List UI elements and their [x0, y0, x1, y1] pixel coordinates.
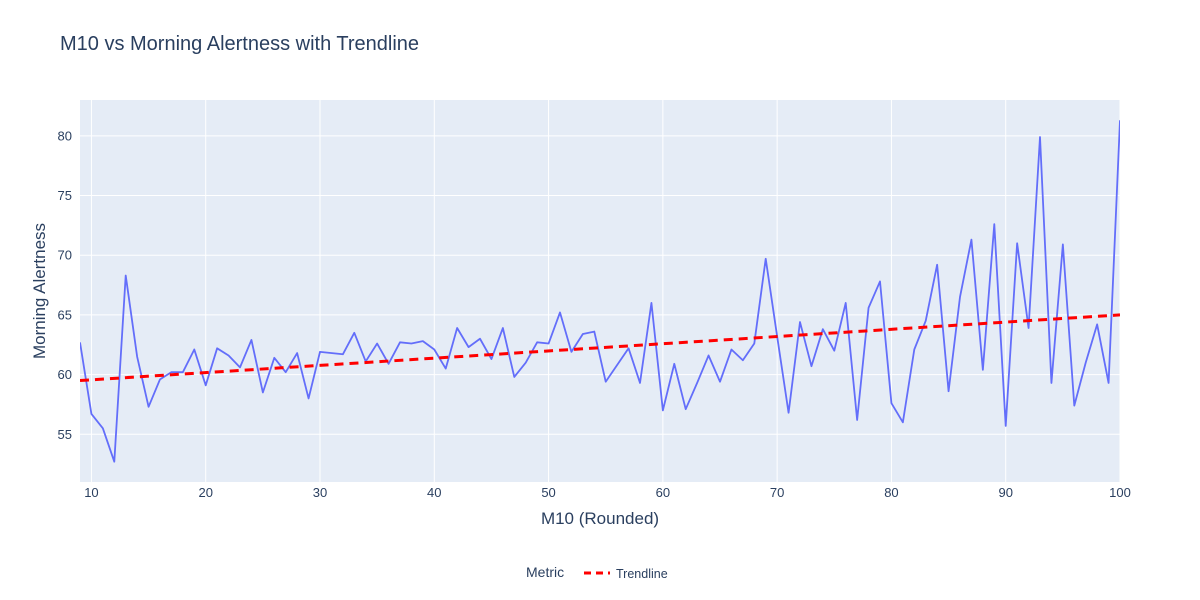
grid-lines: [80, 100, 1121, 482]
x-tick-label: 60: [656, 485, 670, 500]
x-tick-label: 90: [998, 485, 1012, 500]
axis-ticks: 10 20 30 40 50 60 70 80 90 100 55 60 65 70 75 80: [58, 128, 1131, 500]
legend: Metric Trendline: [526, 564, 668, 581]
y-tick-label: 80: [58, 128, 72, 143]
plot-area: [80, 100, 1120, 482]
chart-title: M10 vs Morning Alertness with Trendline: [60, 33, 419, 55]
x-tick-label: 50: [541, 485, 555, 500]
y-axis-label: Morning Alertness: [30, 223, 49, 359]
x-tick-label: 30: [313, 485, 327, 500]
y-tick-label: 55: [58, 427, 72, 442]
y-tick-label: 75: [58, 188, 72, 203]
trendline: [80, 313, 1120, 383]
y-tick-label: 60: [58, 367, 72, 382]
x-tick-label: 10: [84, 485, 98, 500]
x-tick-label: 40: [427, 485, 441, 500]
y-tick-label: 65: [58, 307, 72, 322]
x-tick-label: 100: [1109, 485, 1131, 500]
x-axis-label: M10 (Rounded): [541, 509, 659, 528]
y-tick-label: 70: [58, 248, 72, 263]
x-tick-label: 70: [770, 485, 784, 500]
x-tick-label: 80: [884, 485, 898, 500]
x-tick-label: 20: [198, 485, 212, 500]
legend-title: Metric: [526, 564, 564, 580]
legend-item-trendline: Trendline: [616, 567, 668, 581]
data-series-line: [80, 120, 1120, 463]
series-layer: [80, 120, 1120, 463]
